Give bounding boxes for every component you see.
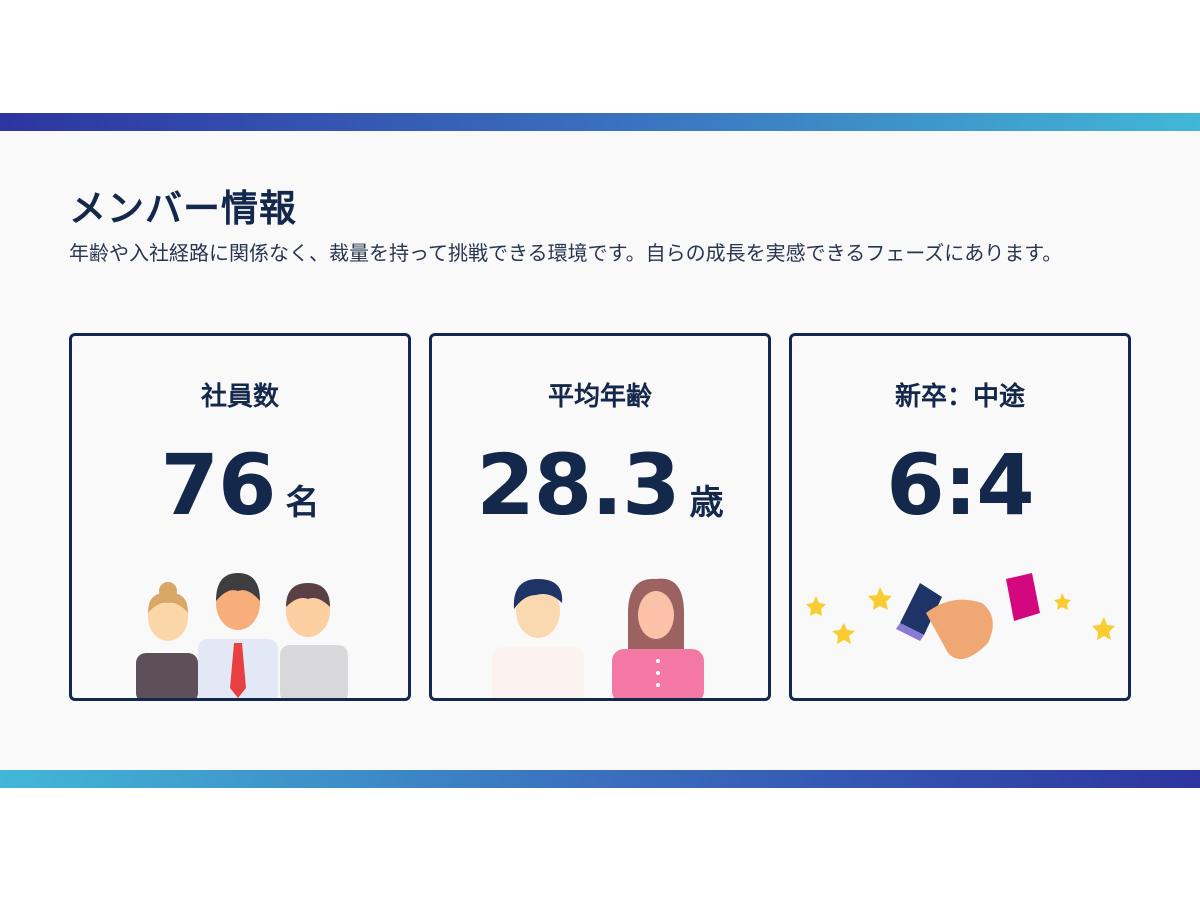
bottom-gradient-bar [0,770,1200,788]
handshake-stars-icon [806,573,1115,660]
value-number: 6:4 [886,436,1034,534]
value-number: 76 [160,436,277,534]
three-people-icon [136,573,348,698]
card-value: 28.3 歳 [432,436,768,534]
man-woman-icon [492,578,704,698]
card-label: 社員数 [200,382,279,412]
card-label: 平均年齢 [547,382,652,412]
card-label: 新卒：中途 [894,382,1025,412]
top-gradient-bar [0,113,1200,131]
description: 年齢や入社経路に関係なく、裁量を持って挑戦できる環境です。自らの成長を実感できる… [69,241,1063,265]
card-new-grad-ratio: 新卒：中途 6:4 [789,333,1131,701]
card-value: 6:4 [792,436,1128,534]
value-number: 28.3 [476,436,680,534]
card-employee-count: 社員数 76 名 [69,333,411,701]
card-average-age: 平均年齢 28.3 歳 [429,333,771,701]
value-unit: 歳 [689,483,724,523]
value-unit: 名 [285,483,320,523]
page-title: メンバー情報 [69,187,297,230]
card-value: 76 名 [72,436,408,534]
